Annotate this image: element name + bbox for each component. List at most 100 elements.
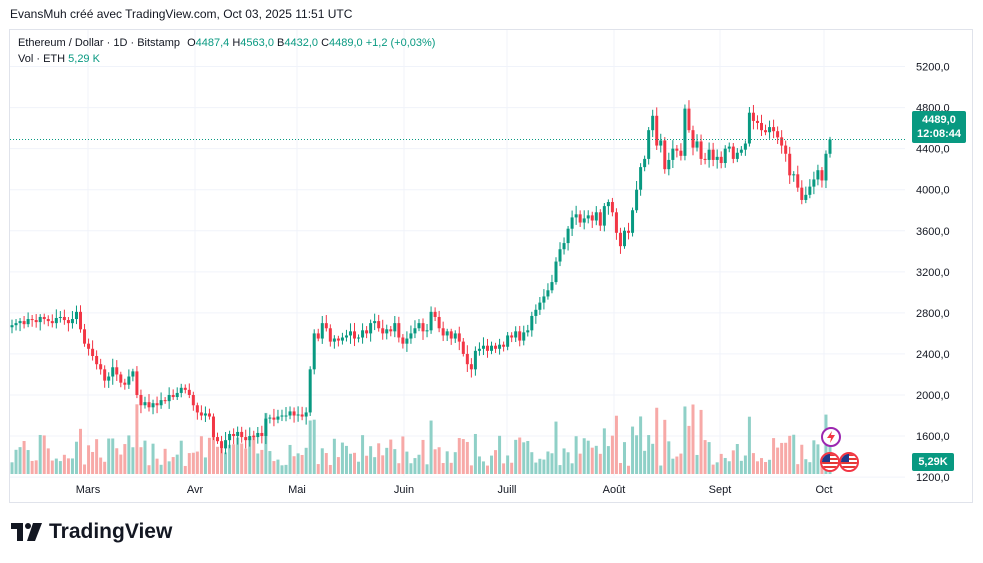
volume-bar (409, 463, 413, 474)
volume-bar (54, 458, 58, 474)
volume-bar (74, 441, 78, 474)
candle-body (570, 217, 574, 229)
candle-body (780, 137, 784, 146)
candle-body (99, 364, 103, 370)
volume-bar (389, 439, 393, 474)
candle-body (123, 382, 127, 385)
volume-bar (244, 448, 248, 474)
candle-body (30, 319, 34, 321)
volume-bar (91, 451, 95, 474)
candle-body (461, 341, 465, 354)
volume-bar (780, 442, 784, 474)
candle-body (707, 149, 711, 160)
volume-bar (348, 453, 352, 474)
candle-body (469, 364, 473, 370)
candle-body (211, 416, 215, 438)
candle-body (631, 210, 635, 233)
chart-frame[interactable] (9, 29, 973, 503)
volume-bar (312, 419, 316, 474)
symbol-label[interactable]: Ethereum / Dollar · 1D · Bitstamp (18, 37, 180, 49)
x-tick-label: Mars (76, 484, 101, 496)
candle-body (614, 212, 618, 233)
candle-body (316, 333, 320, 339)
tradingview-logo[interactable]: TradingView (11, 520, 172, 544)
volume-bar (655, 407, 659, 474)
candle-body (38, 316, 42, 323)
candle-body (562, 243, 566, 250)
y-tick-label: 4400,0 (916, 144, 950, 156)
candle-body (618, 232, 622, 247)
y-tick-label: 2000,0 (916, 390, 950, 402)
us-flag-event-icon[interactable] (839, 452, 859, 472)
volume-bar (429, 420, 433, 474)
candle-body (445, 331, 449, 336)
volume-bar (272, 461, 276, 474)
close-value: 4489,0 (329, 37, 363, 49)
volume-bar (494, 450, 498, 474)
volume-bar (477, 456, 481, 474)
volume-bar (622, 442, 626, 474)
volume-bar (83, 464, 87, 474)
candle-body (135, 371, 139, 395)
candle-body (558, 249, 562, 262)
volume-bar (344, 445, 348, 474)
chart-attribution: EvansMuh créé avec TradingView.com, Oct … (10, 7, 353, 21)
volume-bar (220, 448, 224, 474)
candle-body (348, 331, 352, 336)
candle-body (42, 316, 46, 320)
x-tick-label: Avr (187, 484, 204, 496)
candle-body (820, 170, 824, 181)
low-label: B (277, 37, 285, 49)
volume-value: 5,29 K (68, 53, 100, 65)
volume-bar (232, 444, 236, 474)
volume-bar (139, 447, 143, 474)
volume-bar (211, 430, 215, 474)
candle-body (232, 433, 236, 437)
volume-bar (280, 465, 284, 474)
volume-bar (377, 443, 381, 474)
candle-body (816, 170, 820, 180)
candle-body (594, 212, 598, 221)
candle-body (171, 394, 175, 398)
candle-body (578, 214, 582, 223)
volume-bar (385, 447, 389, 474)
volume-bar (107, 438, 111, 474)
candle-body (304, 412, 308, 417)
volume-bar (187, 453, 191, 474)
candle-body (389, 329, 393, 332)
candle-body (776, 131, 780, 138)
candle-body (361, 330, 365, 338)
candle-body (300, 414, 304, 417)
candle-body (429, 311, 433, 331)
candle-body (804, 194, 808, 200)
volume-bar (465, 441, 469, 474)
candle-body (163, 400, 167, 402)
candle-body (296, 414, 300, 416)
us-flag-event-icon[interactable] (820, 452, 840, 472)
volume-bar (776, 447, 780, 474)
volume-bar (485, 465, 489, 474)
volume-bar (808, 462, 812, 474)
candle-body (332, 338, 336, 342)
candle-body (115, 367, 119, 375)
volume-bar (687, 425, 691, 474)
candle-body (119, 374, 123, 383)
candle-body (62, 316, 66, 321)
volume-bar (457, 438, 461, 474)
candle-body (324, 323, 328, 329)
candle-body (381, 328, 385, 334)
candle-body (522, 332, 526, 341)
volume-bar (582, 438, 586, 474)
candle-body (369, 323, 373, 334)
candle-body (550, 282, 554, 291)
volume-label[interactable]: Vol · ETH (18, 53, 66, 65)
last-volume-tag: 5,29K (912, 453, 954, 471)
candle-body (228, 433, 232, 441)
flash-event-icon[interactable] (821, 427, 841, 447)
candle-body (518, 331, 522, 341)
volume-bar (167, 461, 171, 474)
volume-bar (320, 448, 324, 474)
candle-body (683, 108, 687, 156)
volume-bar (300, 454, 304, 474)
